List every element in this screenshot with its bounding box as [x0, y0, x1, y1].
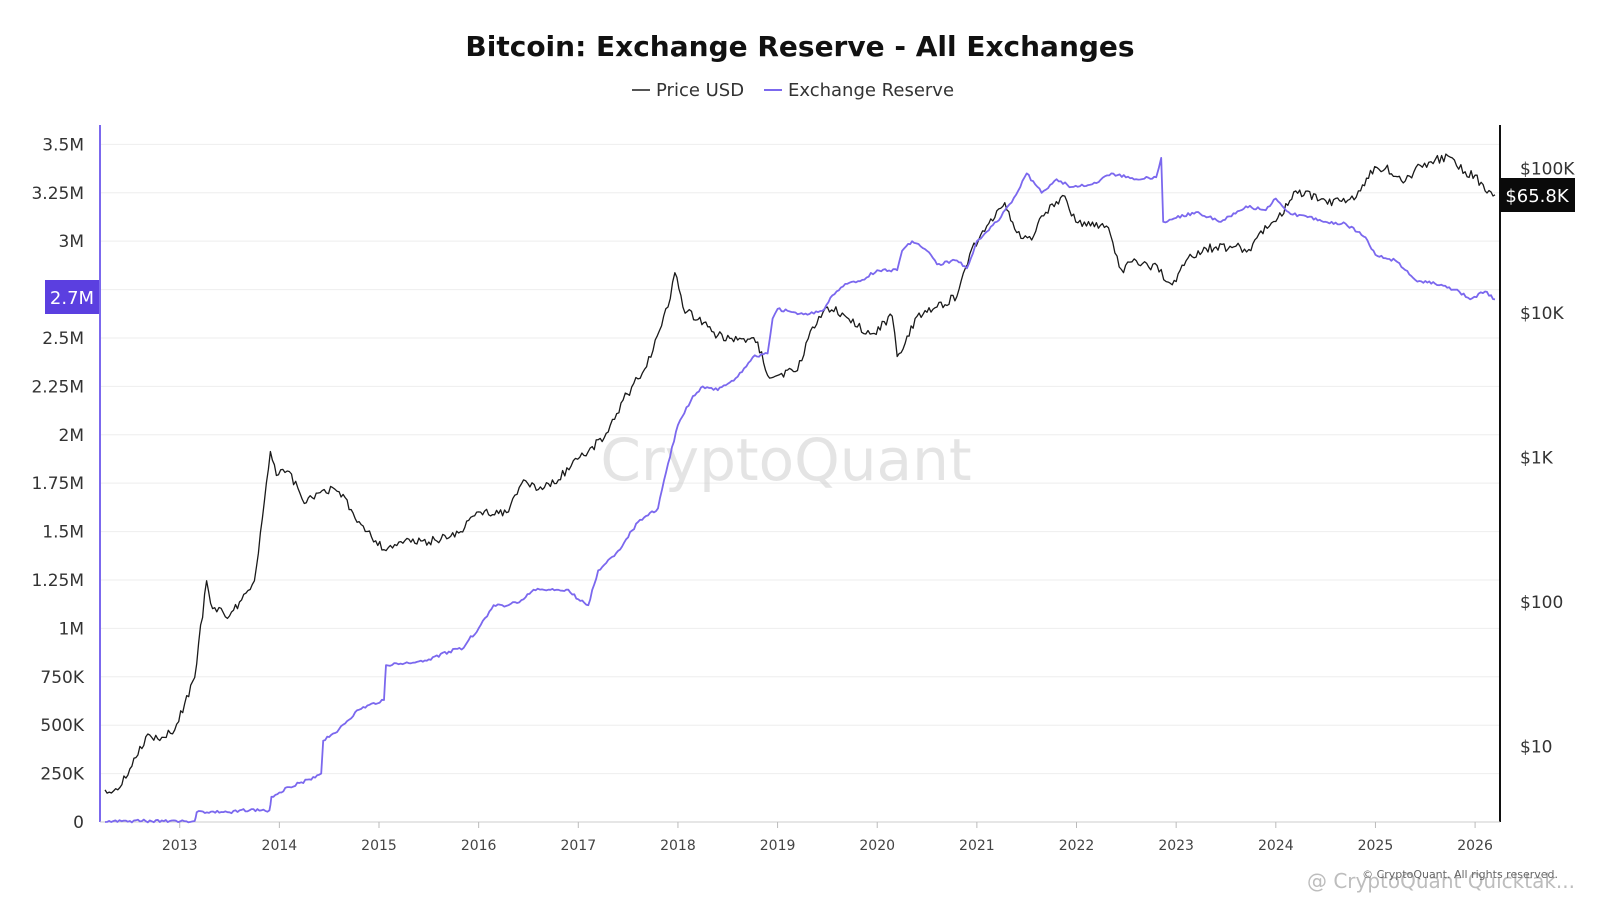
left-tick-label: 3.25M: [31, 184, 84, 204]
left-tick-label: 1.75M: [31, 474, 84, 494]
x-axis-ticks: 2013 2014 2015 2016 2017 2018 2019 2020 2021 2022…: [162, 822, 1493, 854]
legend-label-price[interactable]: Price USD: [656, 80, 744, 101]
right-tick-label: $1K: [1520, 448, 1554, 468]
reserve-badge-bg: [45, 280, 99, 314]
x-tick-label: 2025: [1358, 838, 1394, 854]
left-tick-label: 2M: [59, 426, 84, 446]
x-tick-label: 2014: [262, 838, 298, 854]
left-tick-label: 750K: [40, 668, 84, 688]
right-axis-ticks: $10 $100 $1K $10K $100K: [1520, 159, 1575, 757]
x-tick-label: 2020: [859, 838, 895, 854]
price-line: [104, 153, 1496, 794]
x-tick-label: 2023: [1158, 838, 1194, 854]
left-axis-ticks: 0 250K 500K 750K 1M 1.25M 1.5M 1.75M 2M 2.25M 2.5M…: [31, 135, 84, 833]
legend-label-reserve[interactable]: Exchange Reserve: [788, 80, 954, 101]
left-tick-label: 1M: [59, 619, 84, 639]
x-tick-label: 2016: [461, 838, 497, 854]
price-badge-label: $65.8K: [1505, 186, 1570, 207]
gridlines: [100, 143, 1500, 823]
x-tick-label: 2021: [959, 838, 995, 854]
price-badge: $65.8K: [1500, 178, 1575, 212]
right-tick-label: $10: [1520, 737, 1552, 757]
x-tick-label: 2019: [760, 838, 796, 854]
reserve-line: [104, 157, 1496, 824]
footer-source: @ CryptoQuant Quicktak...: [1307, 869, 1575, 893]
series-group: [104, 153, 1496, 824]
reserve-badge-label: 2.7M: [50, 288, 94, 309]
left-tick-label: 3M: [59, 232, 84, 252]
x-tick-label: 2015: [361, 838, 397, 854]
chart-title: Bitcoin: Exchange Reserve - All Exchange…: [465, 30, 1134, 63]
reserve-badge: 2.7M: [45, 280, 99, 314]
left-tick-label: 2.5M: [42, 329, 84, 349]
price-badge-bg: [1500, 178, 1575, 212]
left-tick-label: 2.25M: [31, 377, 84, 397]
watermark: CryptoQuant: [600, 426, 971, 494]
footer-rights: © CryptoQuant. All rights reserved.: [1362, 868, 1558, 881]
x-tick-label: 2017: [560, 838, 596, 854]
x-tick-label: 2026: [1457, 838, 1493, 854]
left-tick-label: 1.25M: [31, 571, 84, 591]
x-tick-label: 2018: [660, 838, 696, 854]
right-tick-label: $10K: [1520, 304, 1564, 324]
x-tick-label: 2024: [1258, 838, 1294, 854]
legend: Price USD Exchange Reserve: [632, 80, 954, 101]
left-tick-label: 250K: [40, 765, 84, 785]
left-tick-label: 3.5M: [42, 135, 84, 155]
x-tick-label: 2022: [1059, 838, 1095, 854]
right-tick-label: $100K: [1520, 159, 1575, 179]
left-tick-label: 0: [73, 813, 84, 833]
x-tick-label: 2013: [162, 838, 198, 854]
left-tick-label: 500K: [40, 716, 84, 736]
right-tick-label: $100: [1520, 593, 1563, 613]
left-tick-label: 1.5M: [42, 523, 84, 543]
